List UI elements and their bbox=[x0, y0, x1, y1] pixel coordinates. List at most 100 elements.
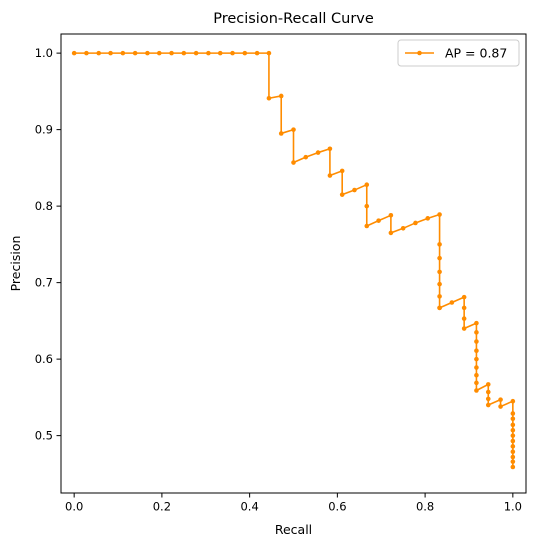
legend: AP = 0.87 bbox=[397, 39, 520, 67]
data-point bbox=[71, 50, 77, 56]
data-point bbox=[461, 326, 467, 331]
data-point bbox=[327, 146, 333, 152]
data-point bbox=[327, 173, 333, 178]
data-point bbox=[449, 300, 455, 305]
series-layer bbox=[71, 50, 516, 470]
data-point bbox=[339, 168, 345, 174]
data-point bbox=[485, 396, 491, 402]
data-point bbox=[510, 444, 516, 449]
data-point bbox=[474, 330, 479, 335]
legend-label: AP = 0.87 bbox=[445, 46, 507, 61]
legend-marker-swatch bbox=[417, 50, 422, 56]
data-point bbox=[96, 50, 102, 56]
data-point bbox=[474, 339, 479, 344]
y-tick-label: 1.0 bbox=[35, 46, 53, 60]
plot-area bbox=[61, 34, 526, 493]
data-point bbox=[437, 255, 442, 261]
y-tick-label: 0.5 bbox=[35, 429, 53, 443]
y-tick-label: 0.9 bbox=[35, 123, 53, 137]
data-point bbox=[181, 50, 187, 56]
data-point bbox=[132, 50, 138, 56]
data-point bbox=[474, 320, 479, 326]
data-point bbox=[474, 380, 479, 386]
data-point bbox=[108, 50, 113, 56]
data-point bbox=[510, 398, 516, 404]
legend-box bbox=[397, 39, 520, 67]
data-point bbox=[278, 93, 284, 99]
y-tick-label: 0.6 bbox=[35, 352, 53, 366]
data-point bbox=[156, 50, 162, 56]
data-point bbox=[437, 212, 442, 217]
x-tick-label: 1.0 bbox=[504, 500, 522, 514]
y-tick-label: 0.7 bbox=[35, 276, 53, 290]
x-tick-label: 0.6 bbox=[328, 500, 346, 514]
data-point bbox=[84, 50, 89, 56]
data-point bbox=[510, 438, 516, 444]
data-point bbox=[388, 213, 394, 218]
data-point bbox=[120, 50, 126, 56]
data-point bbox=[474, 372, 479, 378]
data-point bbox=[303, 154, 309, 160]
data-point bbox=[474, 348, 479, 354]
data-point bbox=[485, 402, 491, 408]
data-point bbox=[510, 433, 516, 438]
data-point bbox=[291, 160, 296, 165]
data-point bbox=[461, 305, 467, 311]
data-point bbox=[352, 187, 357, 193]
data-point bbox=[437, 281, 442, 287]
data-point bbox=[339, 192, 345, 197]
y-tick-label: 0.8 bbox=[35, 199, 53, 213]
y-axis-label: Precision bbox=[8, 236, 23, 292]
data-point bbox=[266, 50, 272, 56]
data-point bbox=[510, 464, 516, 470]
data-point bbox=[364, 182, 370, 187]
x-axis-label: Recall bbox=[275, 522, 312, 537]
data-point bbox=[498, 397, 503, 402]
x-tick-label: 0.4 bbox=[240, 500, 258, 514]
data-point bbox=[437, 242, 442, 247]
data-point bbox=[266, 95, 272, 101]
data-point bbox=[474, 356, 479, 362]
data-point bbox=[242, 50, 248, 56]
data-point bbox=[291, 127, 296, 132]
data-point bbox=[485, 382, 491, 387]
chart-title: Precision-Recall Curve bbox=[213, 11, 374, 27]
data-point bbox=[498, 404, 503, 409]
x-tick-label: 0.2 bbox=[153, 500, 171, 514]
data-point bbox=[474, 388, 479, 393]
data-point bbox=[461, 316, 467, 321]
data-point bbox=[376, 218, 381, 223]
data-point bbox=[510, 411, 516, 416]
data-point bbox=[145, 50, 150, 56]
x-tick-label: 0.0 bbox=[65, 500, 83, 514]
data-point bbox=[437, 294, 442, 299]
data-point bbox=[254, 50, 260, 56]
data-point bbox=[510, 416, 516, 422]
data-point bbox=[485, 389, 491, 395]
plot-frame bbox=[60, 33, 527, 494]
data-point bbox=[400, 226, 406, 231]
data-point bbox=[437, 269, 442, 275]
data-point bbox=[315, 150, 321, 155]
data-point bbox=[461, 294, 467, 300]
data-point bbox=[510, 449, 516, 454]
x-axis-ticks: 0.0 0.2 0.4 0.6 0.8 1.0 bbox=[65, 493, 522, 514]
data-point bbox=[510, 454, 516, 460]
data-point bbox=[364, 203, 370, 209]
data-point bbox=[388, 230, 394, 236]
data-point bbox=[425, 216, 431, 221]
data-point bbox=[217, 50, 223, 56]
data-point bbox=[437, 305, 442, 311]
data-point bbox=[510, 422, 516, 428]
data-point bbox=[193, 50, 199, 56]
data-point bbox=[278, 131, 284, 136]
data-point bbox=[230, 50, 235, 56]
y-axis-ticks: 0.5 0.6 0.7 0.8 0.9 1.0 bbox=[35, 46, 61, 443]
data-point bbox=[510, 459, 516, 464]
data-point bbox=[413, 220, 418, 226]
data-point bbox=[206, 50, 211, 56]
data-point bbox=[474, 365, 479, 370]
data-point bbox=[510, 427, 516, 433]
x-tick-label: 0.8 bbox=[416, 500, 434, 514]
